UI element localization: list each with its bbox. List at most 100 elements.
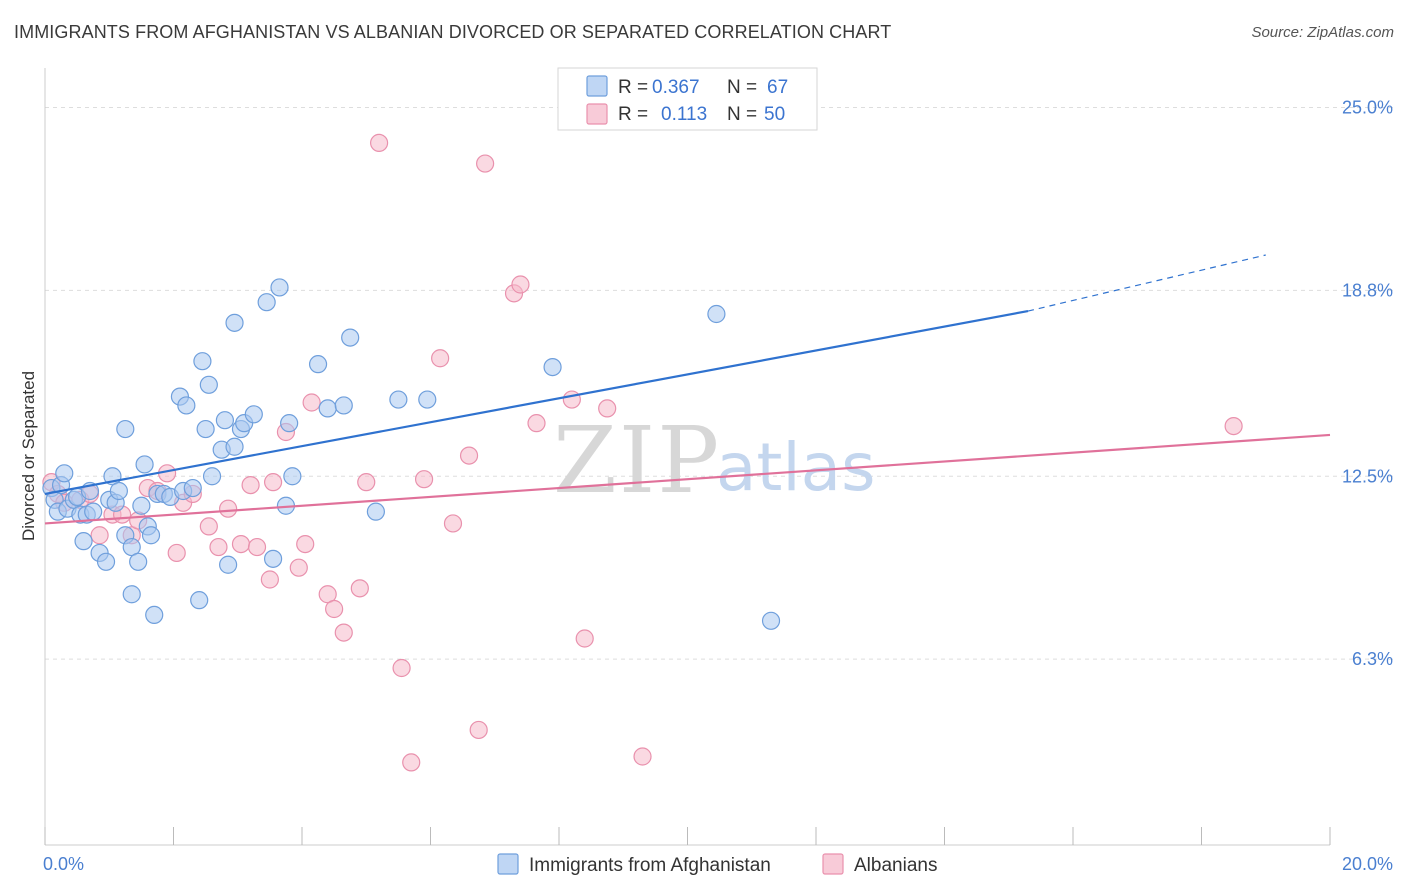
data-point-albanians	[90, 526, 109, 545]
data-point-afghanistan	[183, 478, 202, 498]
gridlines	[45, 107, 1394, 660]
data-point-albanians	[392, 658, 411, 678]
data-point-afghanistan	[135, 455, 154, 474]
legend-swatch-albanians	[586, 103, 608, 125]
legend-label-afghanistan: Immigrants from Afghanistan	[529, 855, 771, 876]
data-point-albanians	[459, 446, 479, 465]
data-point-afghanistan	[215, 411, 234, 430]
data-point-albanians	[402, 753, 421, 772]
data-point-afghanistan	[55, 464, 74, 483]
data-point-afghanistan	[199, 375, 218, 394]
legend-n-value: 67	[767, 77, 788, 98]
legend-swatch-albanians	[822, 853, 844, 875]
data-point-afghanistan	[707, 304, 726, 324]
data-point-albanians	[241, 476, 260, 495]
y-tick-label: 18.8%	[1342, 280, 1393, 300]
legend-n-value: 50	[764, 104, 785, 125]
data-point-albanians	[209, 537, 228, 557]
legend-r-value: 0.367	[652, 77, 700, 98]
data-point-albanians	[469, 720, 488, 740]
data-point-afghanistan	[225, 313, 244, 332]
data-point-afghanistan	[116, 419, 135, 439]
trend-line-afghanistan-extension	[1027, 254, 1266, 312]
chart-title: IMMIGRANTS FROM AFGHANISTAN VS ALBANIAN …	[14, 22, 892, 42]
data-point-albanians	[260, 570, 279, 589]
data-point-albanians	[199, 517, 218, 536]
data-point-afghanistan	[202, 467, 222, 486]
data-point-albanians	[633, 747, 652, 766]
data-point-afghanistan	[177, 396, 196, 415]
series-legend: Immigrants from Afghanistan Albanians	[497, 853, 937, 876]
data-point-afghanistan	[283, 467, 302, 486]
data-point-albanians	[350, 579, 369, 598]
watermark-zip: ZIP	[553, 407, 721, 514]
x-tick-label-max: 20.0%	[1342, 854, 1393, 874]
y-tick-labels: 6.3% 12.5% 18.8% 25.0%	[1342, 98, 1393, 670]
data-point-afghanistan	[84, 502, 103, 521]
data-point-albanians	[511, 275, 530, 294]
data-point-afghanistan	[543, 358, 562, 377]
watermark: ZIP atlas	[553, 407, 876, 514]
axes	[44, 68, 1331, 846]
data-point-albanians	[167, 543, 186, 563]
data-point-afghanistan	[418, 390, 437, 409]
data-point-afghanistan	[318, 399, 337, 418]
data-point-albanians	[370, 133, 389, 152]
data-point-afghanistan	[308, 355, 328, 374]
data-point-albanians	[527, 414, 546, 433]
correlation-legend: R = 0.367 N = 67 R = 0.113 N = 50	[557, 67, 818, 131]
data-point-afghanistan	[190, 591, 209, 610]
data-point-afghanistan	[74, 532, 93, 551]
data-point-afghanistan	[193, 352, 212, 371]
trend-lines	[44, 254, 1331, 525]
data-point-albanians	[562, 390, 581, 409]
data-point-albanians	[431, 349, 450, 368]
source-label: Source: ZipAtlas.com	[1251, 24, 1394, 41]
y-tick-label: 12.5%	[1342, 466, 1393, 486]
data-point-albanians	[414, 470, 434, 489]
data-point-albanians	[476, 154, 495, 173]
data-point-afghanistan	[132, 496, 151, 515]
data-point-albanians	[247, 537, 267, 557]
data-point-afghanistan	[334, 396, 353, 415]
x-tick-label-min: 0.0%	[43, 854, 84, 874]
data-point-afghanistan	[244, 405, 263, 424]
data-point-albanians	[325, 599, 344, 619]
data-point-albanians	[575, 629, 594, 648]
data-point-afghanistan	[270, 278, 289, 297]
data-point-albanians	[231, 534, 251, 554]
trend-line-afghanistan	[44, 309, 1029, 496]
data-point-afghanistan	[366, 502, 385, 521]
data-point-afghanistan	[257, 293, 276, 312]
legend-r-value: 0.113	[661, 104, 707, 125]
data-point-afghanistan	[96, 552, 116, 571]
data-point-afghanistan	[280, 414, 299, 433]
legend-r-label: R =	[618, 104, 648, 125]
data-point-afghanistan	[219, 555, 238, 574]
data-point-afghanistan	[389, 390, 408, 409]
legend-r-label: R =	[618, 77, 648, 98]
y-tick-label: 6.3%	[1352, 649, 1393, 669]
data-point-albanians	[219, 499, 238, 518]
data-point-albanians	[598, 399, 617, 418]
data-point-afghanistan	[122, 585, 141, 604]
legend-n-label: N =	[727, 77, 757, 98]
data-point-afghanistan	[129, 552, 148, 571]
data-point-albanians	[443, 514, 463, 533]
data-point-afghanistan	[141, 526, 161, 545]
data-point-albanians	[296, 534, 315, 554]
x-tick-labels: 0.0% 20.0%	[43, 854, 1393, 874]
data-point-albanians	[357, 473, 376, 492]
data-point-afghanistan	[109, 481, 128, 501]
legend-swatch-afghanistan	[497, 853, 519, 875]
y-axis-title: Divorced or Separated	[19, 371, 38, 541]
data-point-afghanistan	[341, 328, 360, 347]
data-point-albanians	[289, 558, 308, 577]
data-point-albanians	[302, 393, 321, 412]
data-point-afghanistan	[196, 419, 215, 439]
legend-swatch-afghanistan	[586, 75, 608, 97]
data-point-afghanistan	[145, 605, 164, 625]
data-point-albanians	[1224, 417, 1243, 436]
legend-label-albanians: Albanians	[854, 855, 937, 876]
